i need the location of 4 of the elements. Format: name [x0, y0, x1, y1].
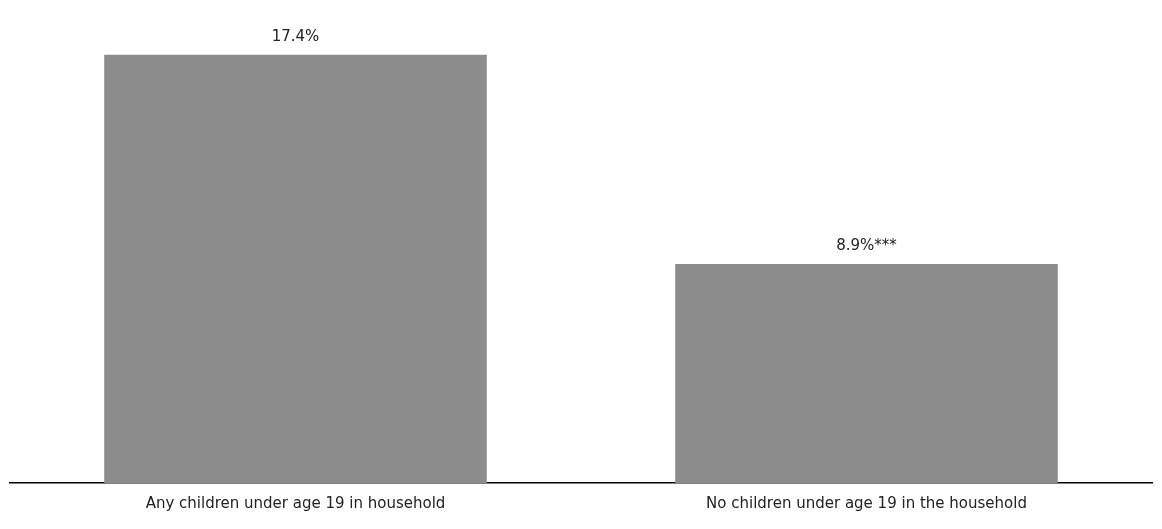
- data-label: 8.9%***: [836, 236, 898, 255]
- x-tick-label: No children under age 19 in the household: [706, 493, 1027, 512]
- data-label: 17.4%: [271, 27, 320, 46]
- x-tick-label: Any children under age 19 in household: [145, 493, 446, 512]
